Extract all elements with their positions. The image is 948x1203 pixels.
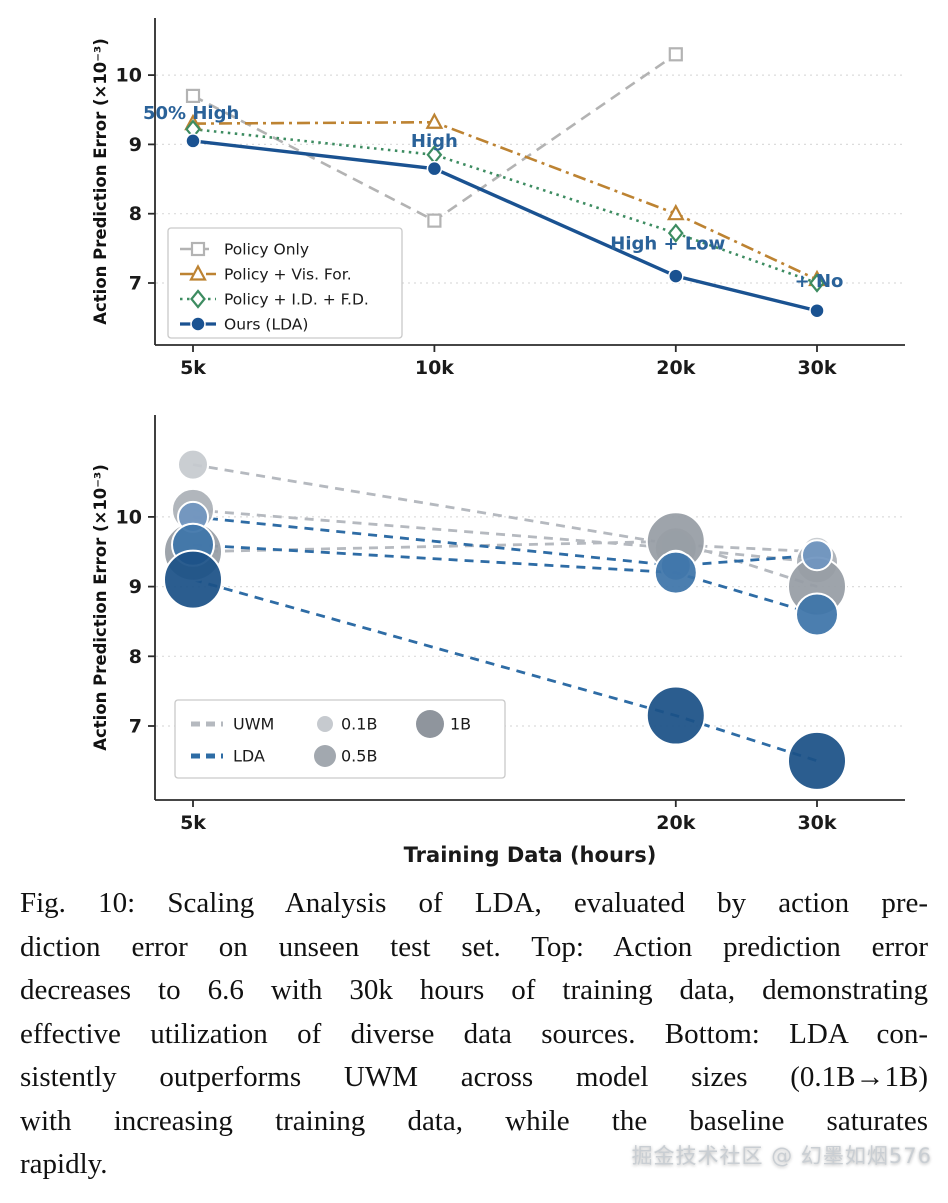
svg-text:Action Prediction Error (×10⁻³: Action Prediction Error (×10⁻³)	[91, 38, 110, 325]
svg-text:Policy + Vis. For.: Policy + Vis. For.	[224, 266, 352, 284]
caption-line: diction error on unseen test set. Top: A…	[20, 930, 928, 963]
svg-text:LDA: LDA	[233, 747, 265, 766]
svg-text:10k: 10k	[415, 357, 454, 379]
caption-line: effective utilization of diverse data so…	[20, 1017, 928, 1050]
svg-text:8: 8	[129, 646, 142, 668]
svg-text:Action Prediction Error (×10⁻³: Action Prediction Error (×10⁻³)	[91, 464, 110, 751]
caption-line: Fig. 10: Scaling Analysis of LDA, evalua…	[20, 887, 928, 919]
svg-text:7: 7	[129, 273, 142, 295]
svg-text:9: 9	[129, 576, 142, 598]
svg-text:7: 7	[129, 716, 142, 738]
svg-text:1B: 1B	[450, 715, 471, 734]
svg-text:5k: 5k	[180, 357, 206, 379]
caption-line: sistently outperforms UWM across model s…	[20, 1061, 928, 1093]
svg-text:10: 10	[116, 65, 142, 87]
figure-caption: Fig. 10: Scaling Analysis of LDA, evalua…	[20, 882, 928, 1187]
watermark: 掘金技术社区 @ 幻墨如烟576	[631, 1144, 932, 1168]
svg-text:50% High: 50% High	[143, 103, 239, 124]
bottom-chart-svg: 7 8 9 10 5k 20k 30k Action Prediction Error (×1…	[91, 415, 905, 867]
svg-text:High: High	[411, 131, 458, 152]
svg-text:Policy Only: Policy Only	[224, 241, 309, 259]
svg-text:5k: 5k	[180, 812, 206, 834]
svg-text:0.1B: 0.1B	[341, 715, 377, 734]
svg-text:9: 9	[129, 134, 142, 156]
svg-text:+ No: + No	[795, 271, 844, 292]
svg-text:High + Low: High + Low	[610, 233, 725, 254]
svg-text:UWM: UWM	[233, 715, 274, 734]
svg-text:Training Data (hours): Training Data (hours)	[404, 843, 657, 867]
svg-text:Policy + I.D. + F.D.: Policy + I.D. + F.D.	[224, 291, 369, 309]
top-chart-svg: 7 8 9 10 5k 10k 20k 30k Action Prediction Error …	[91, 18, 905, 379]
svg-text:Ours (LDA): Ours (LDA)	[224, 316, 308, 334]
svg-text:20k: 20k	[656, 812, 695, 834]
svg-text:0.5B: 0.5B	[341, 747, 377, 766]
svg-text:8: 8	[129, 203, 142, 225]
svg-text:10: 10	[116, 506, 142, 528]
svg-text:30k: 30k	[797, 812, 836, 834]
svg-text:30k: 30k	[797, 357, 836, 379]
caption-line: decreases to 6.6 with 30k hours of train…	[20, 974, 928, 1006]
svg-text:20k: 20k	[656, 357, 695, 379]
caption-line: rapidly.	[20, 1148, 108, 1180]
caption-line: with increasing training data, while the…	[20, 1104, 928, 1137]
